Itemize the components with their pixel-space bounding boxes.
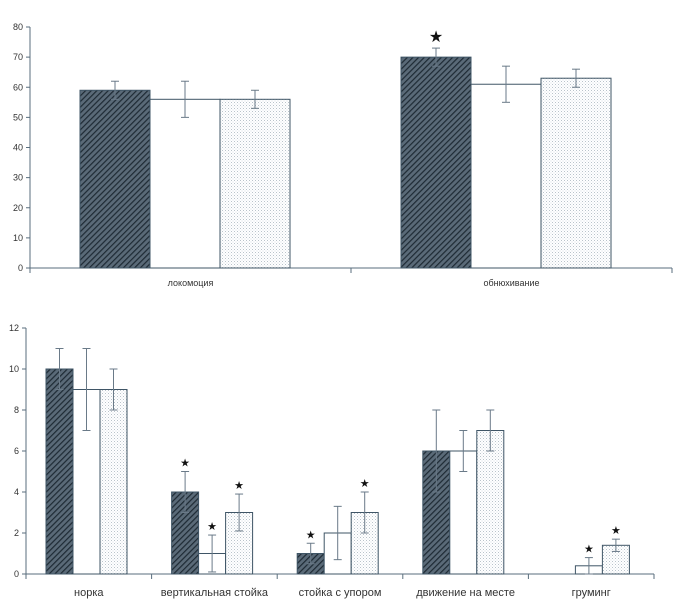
- top-error-bar: [181, 80, 189, 118]
- top-category-label: локомоция: [168, 278, 214, 288]
- top-error-bar: [111, 80, 119, 100]
- top-bar-chart: 0 10 20 30 40 50 60 70 80 локомоция обнюхивание ★: [13, 22, 673, 288]
- top-y-tick-label: 70: [13, 52, 23, 62]
- bottom-category-label: стойка с упором: [299, 587, 382, 599]
- bottom-y-tick-label: 12: [9, 323, 19, 333]
- top-category-label: обнюхивание: [484, 278, 540, 288]
- top-bar-series3: [219, 98, 291, 269]
- top-bar-series2: [470, 83, 542, 269]
- bottom-error-bar: [109, 368, 118, 411]
- top-error-bar: [572, 68, 580, 88]
- bottom-y-tick-label: 4: [14, 487, 19, 497]
- top-significance-star: ★: [429, 27, 443, 46]
- bottom-bar-series3: [476, 430, 505, 575]
- bottom-error-bar: [181, 471, 190, 513]
- top-y-tick-label: 40: [13, 143, 23, 153]
- top-y-tick-label: 30: [13, 173, 23, 183]
- bottom-significance-star: ★: [584, 543, 594, 556]
- bottom-category-label: норка: [74, 587, 104, 599]
- top-error-bar: [432, 47, 440, 67]
- bottom-error-bar: [611, 538, 620, 552]
- bottom-error-bar: [55, 348, 64, 390]
- bottom-y-tick-label: 0: [14, 569, 19, 579]
- bottom-error-bar: [432, 409, 441, 493]
- top-y-tick-label: 50: [13, 112, 23, 122]
- bottom-significance-star: ★: [306, 528, 316, 541]
- bottom-bar-series3: [99, 389, 128, 575]
- top-bar-series2: [149, 98, 221, 269]
- top-y-tick-label: 80: [13, 22, 23, 32]
- bottom-y-tick-label: 2: [14, 528, 19, 538]
- top-bar-series3: [540, 77, 612, 269]
- top-y-tick-label: 60: [13, 82, 23, 92]
- bottom-significance-star: ★: [611, 524, 621, 537]
- bottom-category-label: груминг: [572, 587, 611, 599]
- bottom-bar-chart: 0 2 4 6 8 10 12 норка вертикальная стойка стойка …: [9, 323, 655, 599]
- bottom-error-bar: [208, 534, 217, 573]
- bottom-error-bar: [486, 409, 495, 452]
- bottom-error-bar: [584, 557, 593, 575]
- top-bar-series1: [400, 56, 472, 269]
- bottom-significance-star: ★: [360, 477, 370, 490]
- bottom-category-label: движение на месте: [416, 587, 515, 599]
- bottom-category-label: вертикальная стойка: [161, 587, 269, 599]
- bottom-error-bar: [306, 542, 315, 565]
- top-y-tick-label: 10: [13, 233, 23, 243]
- top-y-tick-label: 20: [13, 203, 23, 213]
- bottom-significance-star: ★: [234, 479, 244, 492]
- top-bar-series1: [79, 89, 151, 269]
- bottom-error-bar: [360, 491, 369, 534]
- bottom-error-bar: [459, 430, 468, 472]
- bottom-bar-series1: [45, 368, 74, 575]
- top-y-tick-label: 0: [18, 263, 23, 273]
- bottom-error-bar: [235, 493, 244, 532]
- top-error-bar: [251, 89, 259, 109]
- bottom-significance-star: ★: [207, 520, 217, 533]
- top-error-bar: [502, 65, 510, 103]
- bottom-y-tick-label: 10: [9, 364, 19, 374]
- bottom-y-tick-label: 6: [14, 446, 19, 456]
- bottom-y-tick-label: 8: [14, 405, 19, 415]
- bottom-significance-star: ★: [180, 457, 190, 470]
- bottom-error-bar: [82, 348, 91, 431]
- bottom-error-bar: [333, 505, 342, 561]
